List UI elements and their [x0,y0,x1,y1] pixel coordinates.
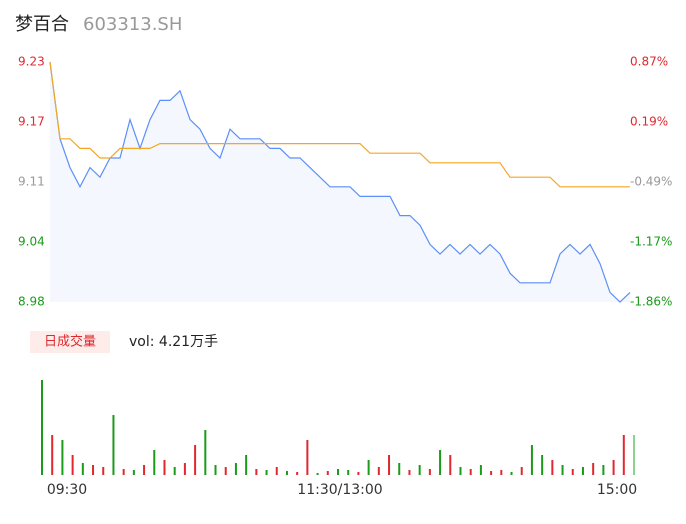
volume-bar [439,450,442,475]
volume-bar [71,455,74,475]
y2-tick-label: -1.17% [630,235,672,249]
volume-bar [357,472,360,475]
volume-bar [214,465,217,475]
y-tick-label: 9.23 [18,55,45,69]
volume-bar [112,415,115,475]
volume-bar [81,463,84,475]
volume-bar [377,467,380,475]
volume-bar [449,455,452,475]
volume-bar [408,470,411,475]
price-line [49,61,631,303]
volume-bar [459,467,462,475]
volume-bar [163,460,166,475]
x-tick-label: 15:00 [597,482,637,498]
volume-bar [265,470,268,475]
volume-bar [61,440,64,475]
volume-bar [347,470,350,475]
y2-tick-label: 0.87% [630,55,668,69]
volume-bar [520,467,523,475]
volume-bar [418,465,421,475]
volume-bar [153,450,156,475]
volume-bar [633,435,635,475]
volume-bar [41,380,43,475]
volume-bar [316,473,319,475]
volume-bar [245,455,248,475]
volume-bar [234,463,237,475]
volume-bar [388,455,391,475]
volume-bar [622,435,625,475]
y-tick-label: 8.98 [18,295,45,309]
volume-bar [337,469,339,475]
volume-bar [275,467,278,475]
volume-bar [428,469,431,475]
volume-bar [132,470,135,475]
y-tick-label: 9.04 [18,235,45,249]
volume-bar [541,455,544,475]
volume-bar [367,460,370,475]
volume-bar [173,467,176,475]
volume-bar [592,463,595,475]
x-tick-label: 11:30/13:00 [297,482,382,498]
x-tick-label: 09:30 [47,482,87,498]
volume-bar [561,465,564,475]
volume-bar [51,435,54,475]
volume-bar [500,470,503,475]
stock-name: 梦百合 [15,14,69,35]
volume-bar [398,463,401,475]
y2-tick-label: -1.86% [630,295,672,309]
volume-bar [530,445,533,475]
volume-bar [224,467,227,475]
indicator-label[interactable]: 日成交量 [44,334,96,350]
volume-text: vol: 4.21万手 [129,334,218,350]
volume-bar [326,471,329,475]
y-tick-label: 9.11 [18,175,45,189]
volume-bar [490,471,493,475]
volume-bar [102,467,105,475]
volume-bar [194,445,197,475]
volume-bar [612,460,615,475]
y2-tick-label: -0.49% [630,175,672,189]
volume-bar [122,469,125,475]
indicator-bg [30,331,110,353]
volume-bar [92,465,95,475]
volume-bar [581,467,584,475]
volume-bar [183,463,186,475]
volume-bar [296,472,299,475]
volume-bar [306,440,309,475]
stock-code: 603313.SH [83,14,182,35]
price-area [50,62,630,302]
volume-bar [479,465,482,475]
volume-bar [571,469,574,475]
average-line [49,61,630,188]
volume-bar [510,472,513,475]
volume-bar [602,465,605,475]
volume-bar [285,471,288,475]
volume-bar [143,465,146,475]
volume-bar [469,469,472,475]
volume-bar [551,460,554,475]
volume-bar [204,430,207,475]
y-tick-label: 9.17 [18,115,45,129]
volume-bar [255,469,258,475]
y2-tick-label: 0.19% [630,115,668,129]
